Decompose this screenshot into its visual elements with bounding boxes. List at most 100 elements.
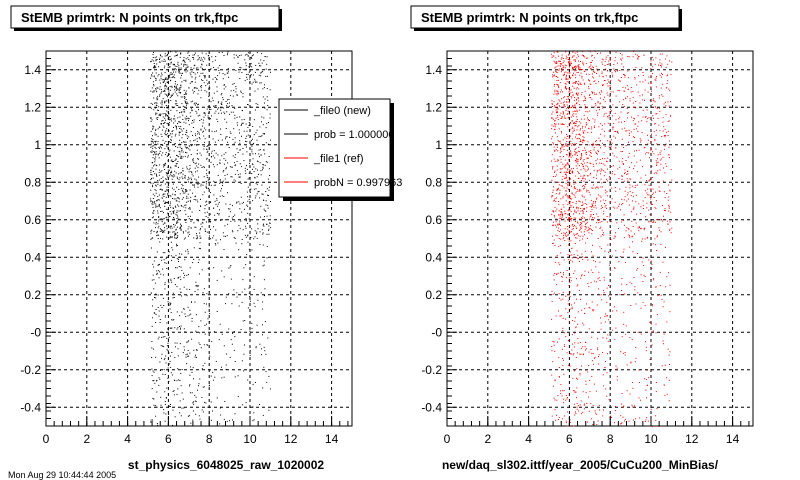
scatter-point xyxy=(575,298,577,300)
scatter-point xyxy=(252,406,254,408)
scatter-point xyxy=(192,367,194,369)
scatter-point xyxy=(203,82,205,84)
scatter-point xyxy=(246,78,248,80)
scatter-point xyxy=(250,140,252,142)
scatter-point xyxy=(590,172,591,174)
scatter-point xyxy=(578,146,580,148)
scatter-point xyxy=(255,81,257,83)
scatter-point xyxy=(266,233,268,235)
scatter-point xyxy=(580,141,582,142)
scatter-point xyxy=(564,105,566,107)
scatter-point xyxy=(201,85,203,87)
scatter-point xyxy=(261,62,263,64)
scatter-point xyxy=(176,214,178,216)
scatter-point xyxy=(655,171,657,173)
scatter-point xyxy=(168,130,170,132)
scatter-point xyxy=(622,203,624,204)
scatter-point xyxy=(566,162,568,164)
scatter-point xyxy=(599,93,601,95)
scatter-point xyxy=(185,131,187,133)
scatter-point xyxy=(577,54,579,56)
scatter-point xyxy=(266,75,268,77)
scatter-point xyxy=(623,73,624,75)
scatter-point xyxy=(183,232,184,234)
scatter-point xyxy=(578,67,579,69)
scatter-point xyxy=(187,193,189,195)
scatter-point xyxy=(173,150,175,152)
scatter-point xyxy=(168,75,170,77)
scatter-point xyxy=(665,286,667,288)
scatter-point xyxy=(608,251,609,253)
scatter-point xyxy=(604,367,606,368)
scatter-point xyxy=(210,192,211,194)
scatter-point xyxy=(208,187,210,189)
scatter-point xyxy=(593,57,595,59)
scatter-point xyxy=(591,309,593,311)
scatter-point xyxy=(201,64,203,66)
scatter-point xyxy=(560,271,561,273)
scatter-point xyxy=(241,119,243,121)
scatter-point xyxy=(162,232,163,234)
scatter-point xyxy=(176,328,178,330)
scatter-point xyxy=(657,170,659,172)
scatter-point xyxy=(564,178,566,180)
scatter-point xyxy=(200,85,202,87)
scatter-point xyxy=(557,76,559,78)
scatter-point xyxy=(551,117,553,118)
scatter-point xyxy=(203,112,205,114)
scatter-point xyxy=(642,74,644,76)
scatter-point xyxy=(655,332,657,334)
scatter-point xyxy=(637,227,639,229)
scatter-point xyxy=(555,174,557,176)
scatter-point xyxy=(587,117,588,119)
scatter-point xyxy=(595,261,597,263)
scatter-point xyxy=(560,63,562,65)
scatter-point xyxy=(169,119,171,120)
scatter-point xyxy=(155,129,157,131)
scatter-point xyxy=(591,203,593,205)
scatter-point xyxy=(242,93,244,95)
scatter-point xyxy=(206,204,208,206)
scatter-point xyxy=(623,323,625,325)
scatter-point xyxy=(161,336,163,338)
scatter-point xyxy=(258,190,260,192)
scatter-point xyxy=(562,197,564,199)
scatter-point xyxy=(192,192,194,194)
scatter-point xyxy=(599,102,601,104)
scatter-point xyxy=(590,349,592,350)
scatter-point xyxy=(618,90,620,92)
scatter-point xyxy=(225,86,227,88)
scatter-point xyxy=(152,299,154,301)
scatter-point xyxy=(564,332,566,334)
scatter-point xyxy=(607,117,609,119)
scatter-point xyxy=(575,237,577,239)
scatter-point xyxy=(572,115,574,117)
scatter-point xyxy=(165,397,167,399)
scatter-point xyxy=(635,53,637,55)
scatter-point xyxy=(206,79,208,81)
scatter-point xyxy=(236,148,238,150)
scatter-point xyxy=(235,91,237,93)
scatter-point xyxy=(256,324,258,326)
scatter-point xyxy=(627,156,629,158)
scatter-point xyxy=(621,204,623,206)
scatter-point xyxy=(167,78,169,79)
scatter-point xyxy=(553,341,555,343)
scatter-point xyxy=(555,109,557,111)
scatter-point xyxy=(169,195,171,197)
scatter-point xyxy=(661,220,663,222)
scatter-point xyxy=(257,103,259,105)
scatter-point xyxy=(225,152,227,154)
scatter-point xyxy=(252,81,254,83)
scatter-point xyxy=(594,51,596,53)
scatter-point xyxy=(182,151,184,153)
scatter-point xyxy=(180,121,182,123)
scatter-point xyxy=(652,59,654,61)
scatter-point xyxy=(159,378,161,380)
scatter-point xyxy=(583,165,584,167)
scatter-point xyxy=(175,198,177,200)
scatter-point xyxy=(195,195,197,197)
scatter-point xyxy=(569,419,571,421)
scatter-point xyxy=(196,102,197,104)
scatter-point xyxy=(242,229,244,231)
